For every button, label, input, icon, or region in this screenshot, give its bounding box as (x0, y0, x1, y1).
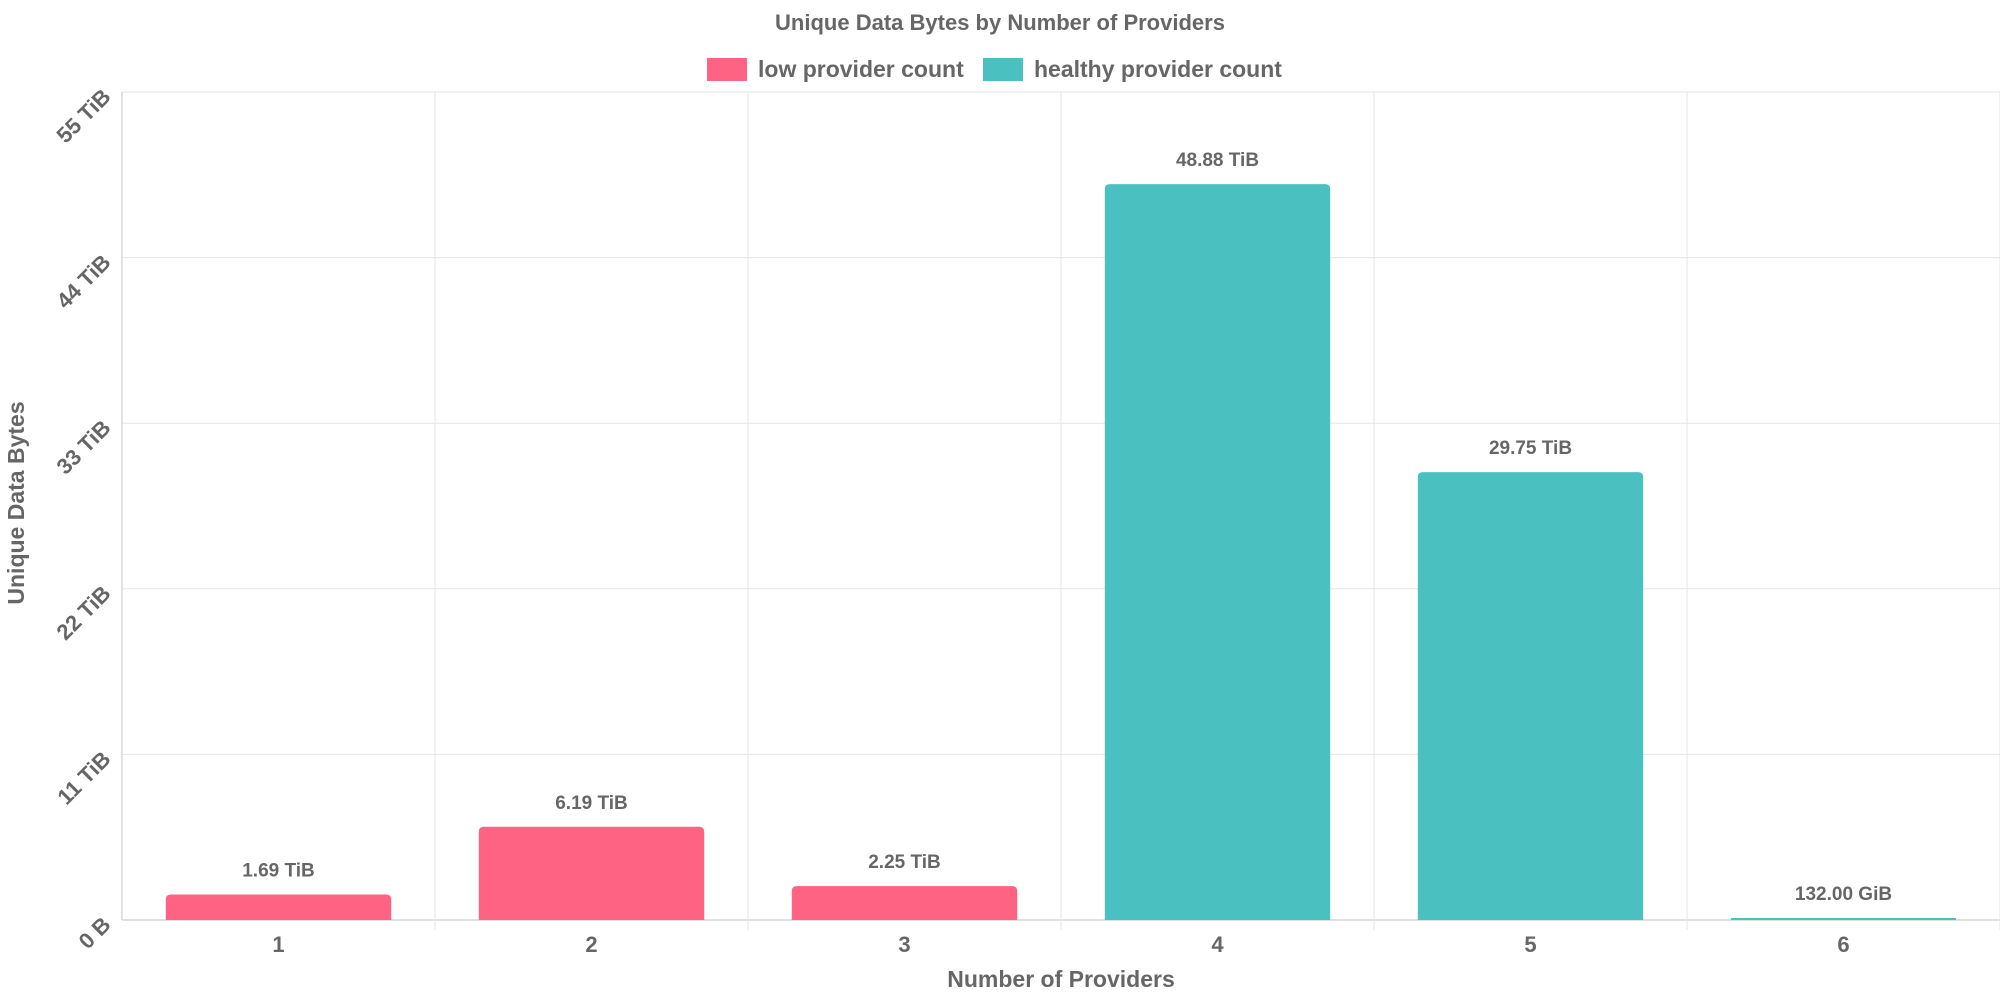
data-label-3: 2.25 TiB (868, 852, 941, 873)
legend-swatch-healthy-provider-count[interactable] (983, 58, 1023, 81)
bar-6[interactable] (1730, 918, 1957, 920)
x-axis-ticks: 1 2 3 4 5 6 (272, 932, 1849, 957)
x-tick-label: 2 (585, 932, 597, 957)
x-tick-label: 6 (1837, 932, 1849, 957)
chart-title: Unique Data Bytes by Number of Providers (775, 10, 1225, 35)
bar-2[interactable] (478, 826, 705, 920)
x-tick-label: 3 (898, 932, 910, 957)
x-axis-title: Number of Providers (947, 966, 1175, 992)
legend-swatch-low-provider-count[interactable] (707, 58, 747, 81)
x-tick-label: 4 (1211, 932, 1224, 957)
y-axis-ticks: 0 B 11 TiB 22 TiB 33 TiB 44 TiB 55 TiB (51, 84, 115, 954)
bar-1[interactable] (165, 894, 392, 920)
bar-4[interactable] (1104, 184, 1331, 921)
y-axis-title: Unique Data Bytes (3, 401, 29, 604)
gridlines (121, 91, 2000, 930)
data-label-5: 29.75 TiB (1489, 438, 1572, 459)
bar-5[interactable] (1417, 472, 1644, 920)
data-label-6: 132.00 GiB (1795, 884, 1892, 905)
bar-3[interactable] (791, 886, 1018, 920)
x-tick-label: 5 (1524, 932, 1536, 957)
y-tick-label: 0 B (74, 912, 116, 954)
legend: low provider count healthy provider coun… (707, 56, 1282, 82)
y-tick-label: 44 TiB (51, 249, 115, 313)
y-tick-label: 11 TiB (52, 746, 115, 809)
y-tick-label: 55 TiB (51, 84, 115, 148)
data-label-4: 48.88 TiB (1176, 150, 1259, 171)
legend-label-low-provider-count[interactable]: low provider count (758, 56, 964, 82)
data-labels: 1.69 TiB 6.19 TiB 2.25 TiB 48.88 TiB 29.75 T… (242, 150, 1892, 905)
data-label-1: 1.69 TiB (242, 861, 315, 882)
data-label-2: 6.19 TiB (555, 793, 628, 814)
y-tick-label: 22 TiB (51, 581, 115, 645)
x-tick-label: 1 (272, 932, 284, 957)
y-tick-label: 33 TiB (51, 415, 115, 479)
legend-label-healthy-provider-count[interactable]: healthy provider count (1034, 56, 1282, 82)
bars (165, 184, 1957, 921)
